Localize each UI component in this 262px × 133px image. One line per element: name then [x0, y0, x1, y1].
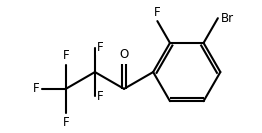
Text: Br: Br [221, 12, 234, 25]
Text: O: O [119, 48, 129, 61]
Text: F: F [97, 90, 103, 103]
Text: F: F [63, 116, 69, 129]
Text: F: F [154, 6, 161, 19]
Text: F: F [97, 41, 103, 54]
Text: F: F [33, 82, 40, 95]
Text: F: F [63, 49, 69, 62]
